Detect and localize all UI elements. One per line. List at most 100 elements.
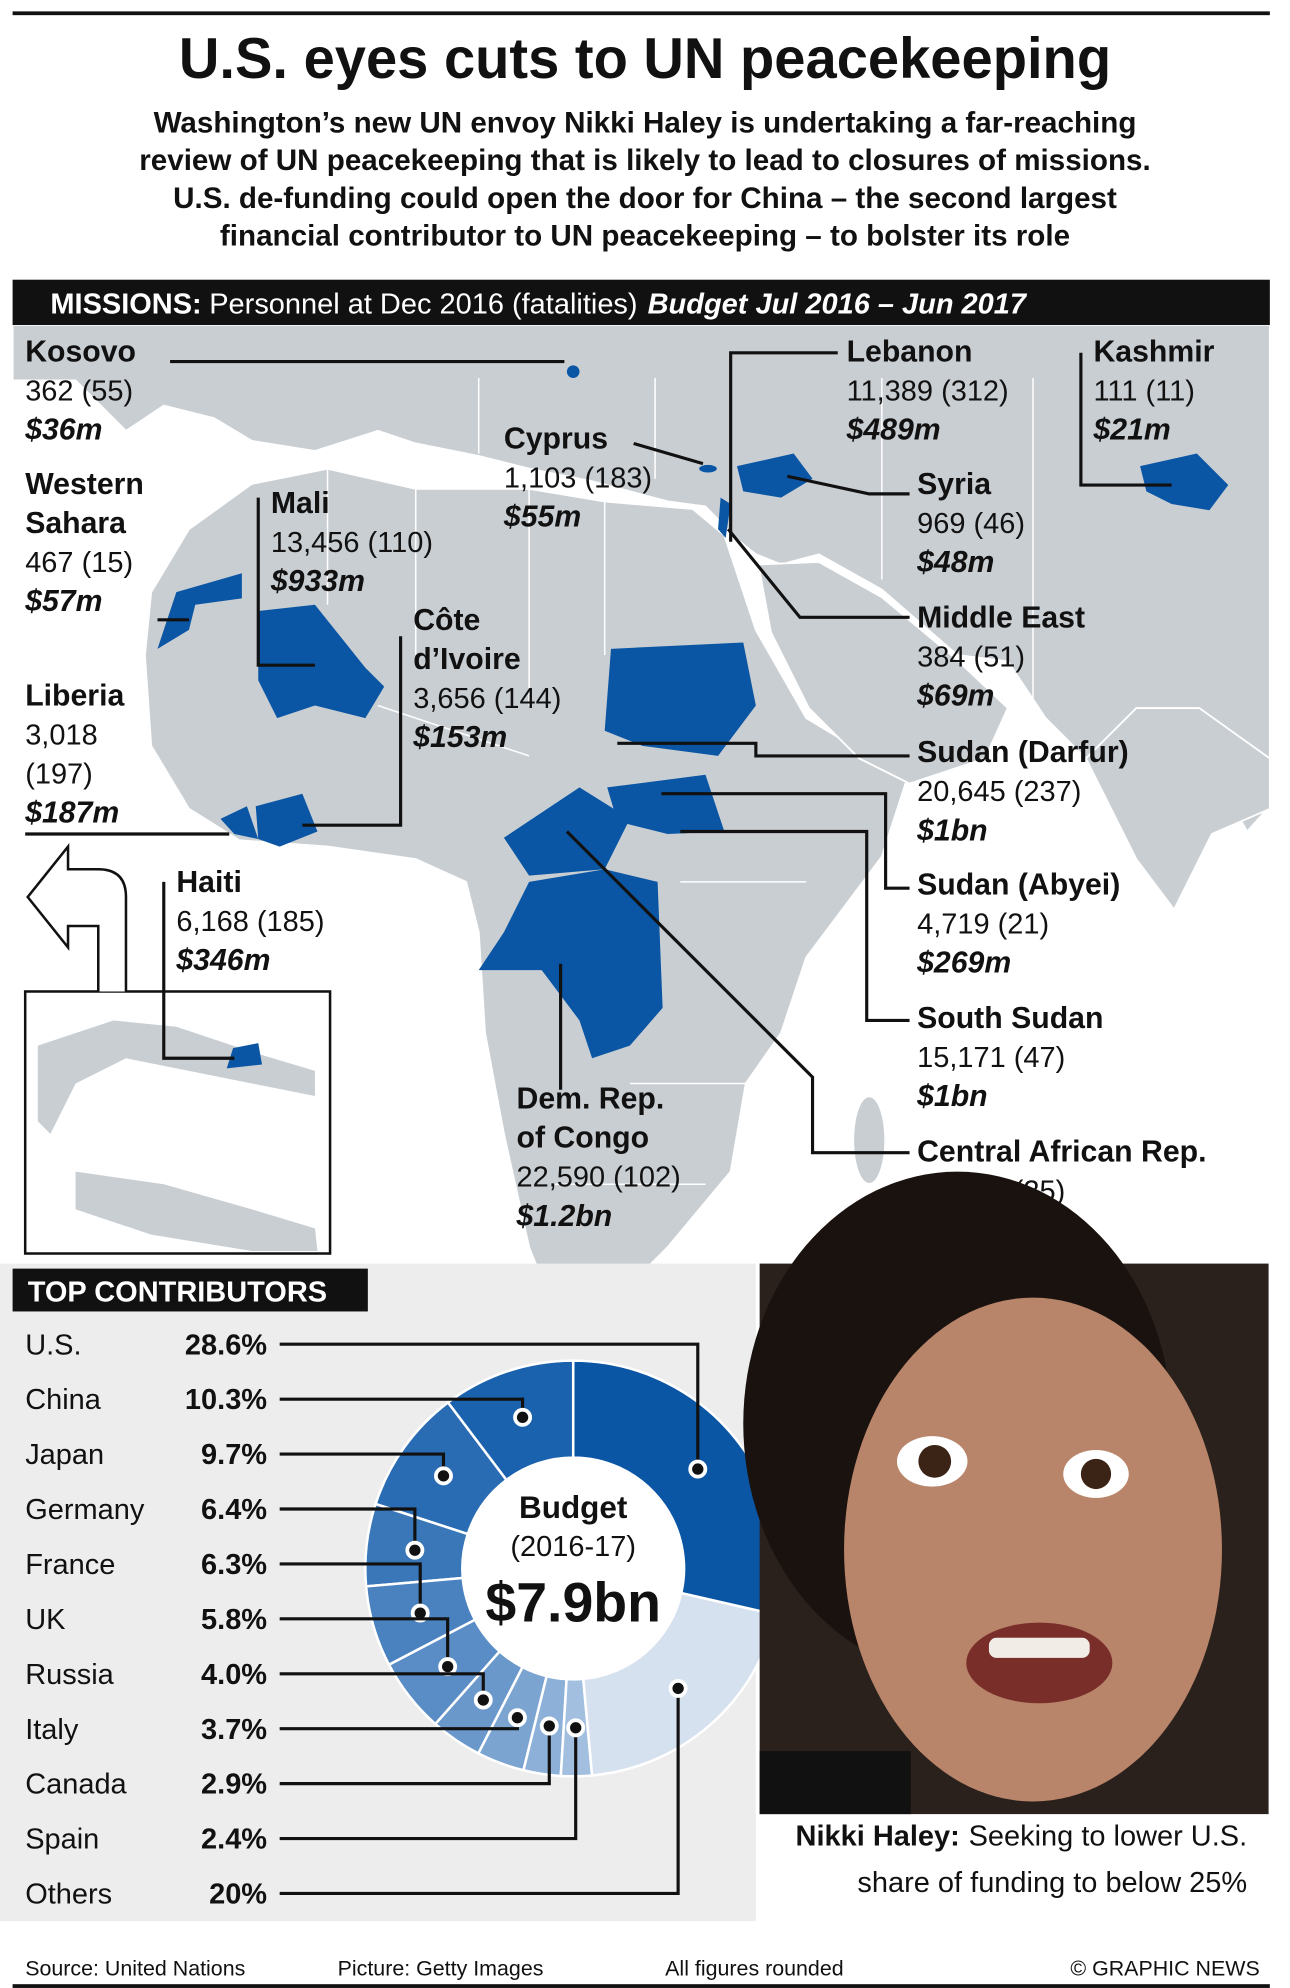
mission-name: Cyprus bbox=[504, 423, 608, 456]
value-label: 2.4% bbox=[201, 1824, 267, 1856]
photo-iris bbox=[918, 1444, 952, 1478]
mission-budget: $48m bbox=[916, 546, 994, 579]
value-label: 5.8% bbox=[201, 1604, 267, 1636]
contributors-banner bbox=[12, 1268, 368, 1312]
value-label: 3.7% bbox=[201, 1714, 267, 1746]
mission-budget: $1bn bbox=[916, 1080, 988, 1113]
leader-line bbox=[1079, 352, 1172, 487]
mission-personnel: 3,656 (144) bbox=[413, 683, 561, 715]
footer-note: All figures rounded bbox=[665, 1956, 843, 1980]
mission-label: Haiti 6,168 (185) $346m bbox=[175, 866, 324, 977]
mission-label: South Sudan 15,171 (47) $1bn bbox=[916, 1002, 1103, 1113]
donut-segment bbox=[446, 1359, 575, 1482]
category-label: Others bbox=[25, 1879, 112, 1911]
mission-label: Sudan (Abyei) 4,719 (21) $269m bbox=[916, 868, 1120, 979]
text-line: 384 (51) bbox=[917, 641, 1025, 673]
mission-budget: $36m bbox=[24, 414, 102, 447]
category-label: France bbox=[25, 1549, 115, 1581]
text-line: 362 (55) bbox=[25, 376, 133, 408]
text-line: 4,719 (21) bbox=[917, 909, 1049, 941]
map bbox=[11, 324, 1271, 1312]
mission-budget: $153m bbox=[412, 721, 507, 754]
leader-line bbox=[680, 829, 910, 1023]
leader-line bbox=[279, 1727, 578, 1841]
text-line: 969 (46) bbox=[917, 508, 1025, 540]
mission-name: South Sudan bbox=[917, 1002, 1103, 1035]
subtitle-line: Washington’s new UN envoy Nikki Haley is… bbox=[154, 106, 1137, 139]
mission-personnel: 6,168 (185) bbox=[176, 906, 324, 938]
center-value: $7.9bn bbox=[485, 1571, 661, 1633]
value-label: 10.3% bbox=[185, 1384, 267, 1416]
mission-budget: $933m bbox=[270, 565, 365, 598]
mission-budget: $55m bbox=[503, 501, 581, 534]
value-label: 4.0% bbox=[201, 1659, 267, 1691]
mission-personnel: 969 (46) bbox=[917, 508, 1025, 540]
text-line: 13,456 (110) bbox=[271, 527, 433, 559]
contributors-title: TOP CONTRIBUTORS bbox=[28, 1276, 327, 1308]
mission-name: Kosovo bbox=[25, 336, 136, 369]
mission-name: Western Sahara bbox=[25, 468, 144, 540]
text-line: 15,171 (47) bbox=[917, 1042, 1065, 1074]
inset-arrow bbox=[26, 843, 128, 992]
mission-name: Mali bbox=[271, 487, 330, 520]
mission-label: Cyprus 1,103 (183) $55m bbox=[503, 423, 652, 534]
area-kosovo bbox=[566, 365, 580, 378]
leader-line bbox=[565, 830, 910, 1155]
mission-label: Dem. Rep. of Congo 22,590 (102) $1.2bn bbox=[516, 1083, 681, 1233]
missions-heading: MISSIONS: bbox=[50, 289, 201, 321]
mission-label: Côte d’Ivoire 3,656 (144) $153m bbox=[412, 604, 561, 754]
area-liberia bbox=[220, 806, 259, 840]
leader-dot bbox=[434, 1466, 453, 1486]
mission-budget: $69m bbox=[916, 680, 994, 713]
footer-picture: Picture: Getty Images bbox=[338, 1956, 544, 1980]
mission-name: Sudan (Abyei) bbox=[917, 868, 1120, 901]
category-label: Spain bbox=[25, 1824, 99, 1856]
mission-budget: $489m bbox=[846, 414, 941, 447]
text-line: Sudan (Abyei) bbox=[917, 868, 1120, 901]
area-western-sahara bbox=[157, 573, 242, 649]
area-syria bbox=[736, 453, 813, 498]
caption-text: share of funding to below 25% bbox=[857, 1867, 1247, 1899]
leader-line bbox=[729, 351, 838, 542]
subtitle-line: review of UN peacekeeping that is likely… bbox=[139, 144, 1150, 177]
mission-name: Sudan (Darfur) bbox=[917, 736, 1129, 769]
leader-line bbox=[256, 497, 315, 667]
leader-line bbox=[617, 741, 910, 758]
text-line: of Congo bbox=[517, 1122, 650, 1155]
leader-line bbox=[279, 1617, 450, 1667]
mission-label: Syria 969 (46) $48m bbox=[916, 468, 1025, 579]
mission-label: Kashmir 111 (11) $21m bbox=[1092, 336, 1214, 447]
leader-line bbox=[302, 636, 403, 827]
leader-line bbox=[279, 1342, 700, 1470]
text-line: Haiti bbox=[176, 866, 241, 899]
mission-budget: $1.2bn bbox=[516, 1200, 613, 1233]
area-cote-divoire bbox=[255, 793, 318, 847]
value-label: 2.9% bbox=[201, 1769, 267, 1801]
text-line: 20,645 (237) bbox=[917, 776, 1081, 808]
leader-dot bbox=[405, 1540, 425, 1560]
leader-line bbox=[279, 1688, 680, 1896]
footer-credit: © GRAPHIC NEWS bbox=[1070, 1956, 1259, 1980]
mission-areas bbox=[157, 365, 1229, 1059]
category-label: China bbox=[25, 1384, 102, 1416]
bottom-rule bbox=[12, 1984, 1270, 1988]
text-line: Western bbox=[25, 468, 144, 501]
leader-line bbox=[633, 441, 704, 466]
leader-dot bbox=[507, 1708, 527, 1728]
mission-personnel: 11,389 (312) bbox=[847, 376, 1009, 408]
mission-name: Kashmir bbox=[1093, 336, 1214, 369]
text-line: 467 (15) bbox=[25, 547, 133, 579]
text-line: Liberia bbox=[25, 680, 124, 713]
mission-budget: $269m bbox=[916, 947, 1011, 980]
mission-personnel: 384 (51) bbox=[917, 641, 1025, 673]
area-south-sudan bbox=[607, 774, 725, 835]
text-line: Mali bbox=[271, 487, 330, 520]
area-sudan bbox=[604, 642, 756, 756]
top-rule bbox=[12, 11, 1270, 16]
value-label: 9.7% bbox=[201, 1439, 267, 1471]
text-line: Kashmir bbox=[1093, 336, 1214, 369]
category-label: Germany bbox=[25, 1494, 145, 1526]
leader-dot bbox=[513, 1407, 533, 1427]
text-line: 1,103 (183) bbox=[504, 463, 652, 495]
photo bbox=[743, 1171, 1269, 1815]
